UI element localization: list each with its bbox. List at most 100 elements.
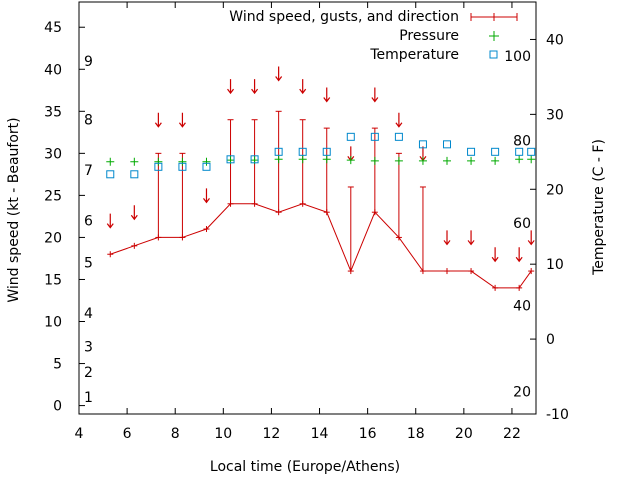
y2-tick-label: 10	[546, 257, 564, 273]
pressure-point	[527, 155, 536, 164]
wind-direction-arrow	[130, 205, 138, 221]
y2-tick-label: 30	[546, 107, 564, 123]
y-tick-label: 25	[44, 188, 62, 204]
wind-direction-arrow	[275, 66, 283, 82]
legend-label-temperature: Temperature	[369, 47, 459, 63]
y-tick-label: 10	[44, 315, 62, 331]
pressure-point	[467, 156, 476, 165]
wind-direction-arrow	[299, 79, 307, 95]
wind-direction-arrow	[491, 247, 499, 263]
x-tick-label: 22	[503, 426, 521, 442]
legend: Wind speed, gusts, and direction Pressur…	[229, 9, 518, 63]
x-tick-label: 16	[359, 426, 377, 442]
pressure-point	[322, 155, 331, 164]
beaufort-label: 2	[84, 365, 93, 381]
x-tick-label: 14	[311, 426, 329, 442]
y2-tick-label: 40	[546, 32, 564, 48]
y-tick-label: 40	[44, 62, 62, 78]
temperature-point	[467, 147, 476, 156]
y2-tick-label: 0	[546, 332, 555, 348]
temperature-point	[418, 140, 427, 149]
legend-label-wind: Wind speed, gusts, and direction	[229, 9, 459, 25]
wind-direction-arrow	[154, 112, 162, 128]
pressure-point	[394, 156, 403, 165]
fahrenheit-label: 100	[504, 49, 531, 65]
x-tick-label: 8	[171, 426, 180, 442]
temperature-point	[202, 162, 211, 171]
x-axis-label: Local time (Europe/Athens)	[210, 459, 400, 475]
wind-direction-arrow	[527, 230, 535, 246]
beaufort-label: 9	[84, 54, 93, 70]
temperature-point	[491, 147, 500, 156]
fahrenheit-label: 60	[513, 216, 531, 232]
temperature-point	[370, 132, 379, 141]
temperature-point	[515, 147, 524, 156]
pressure-point	[178, 157, 187, 166]
temperature-point	[250, 155, 259, 164]
legend-label-pressure: Pressure	[399, 28, 459, 44]
x-tick-label: 10	[214, 426, 232, 442]
temperature-point	[298, 147, 307, 156]
pressure-point	[491, 156, 500, 165]
pressure-point	[202, 157, 211, 166]
wind-speed-line	[110, 203, 532, 289]
x-tick-label: 4	[75, 426, 84, 442]
beaufort-label: 1	[84, 390, 93, 406]
wind-direction-arrow	[467, 230, 475, 246]
pressure-point	[130, 157, 139, 166]
pressure-point	[106, 157, 115, 166]
wind-direction-arrow	[251, 79, 259, 95]
temperature-point	[130, 170, 139, 179]
y-tick-label: 0	[53, 399, 62, 415]
y-tick-label: 30	[44, 146, 62, 162]
y-axis-label: Wind speed (kt - Beaufort)	[6, 117, 22, 302]
y-tick-label: 15	[44, 272, 62, 288]
y-tick-label: 35	[44, 104, 62, 120]
wind-direction-arrow	[395, 112, 403, 128]
wind-direction-arrow	[227, 79, 235, 95]
temperature-point	[274, 147, 283, 156]
y-tick-label: 5	[53, 357, 62, 373]
y2-tick-label: 20	[546, 182, 564, 198]
x-tick-label: 18	[407, 426, 425, 442]
beaufort-label: 6	[84, 214, 93, 230]
fahrenheit-label: 80	[513, 134, 531, 150]
pressure-point	[346, 156, 355, 165]
beaufort-label: 4	[84, 306, 93, 322]
wind-direction-arrow	[202, 188, 210, 204]
pressure-point	[298, 155, 307, 164]
x-tick-label: 6	[123, 426, 132, 442]
pressure-point	[274, 155, 283, 164]
wind-direction-arrow	[106, 213, 114, 229]
wind-direction-arrow	[323, 87, 331, 103]
wind-direction-arrow	[178, 112, 186, 128]
pressure-point	[515, 155, 524, 164]
legend-swatch-temperature	[489, 50, 498, 59]
x-tick-label: 12	[263, 426, 281, 442]
plot-frame	[78, 1, 537, 415]
y2-tick-label: -10	[546, 407, 569, 423]
temperature-point	[527, 147, 536, 156]
pressure-point	[370, 156, 379, 165]
pressure-point	[154, 157, 163, 166]
wind-direction-arrow	[515, 247, 523, 263]
y-tick-label: 45	[44, 20, 62, 36]
wind-direction-arrow	[371, 87, 379, 103]
temperature-point	[106, 170, 115, 179]
temperature-point	[394, 132, 403, 141]
beaufort-label: 8	[84, 113, 93, 129]
y2-axis-label: Temperature (C - F)	[591, 139, 607, 276]
temperature-point	[178, 162, 187, 171]
pressure-point	[443, 156, 452, 165]
fahrenheit-label: 20	[513, 385, 531, 401]
fahrenheit-label: 40	[513, 298, 531, 314]
wind-direction-arrow	[443, 230, 451, 246]
y-tick-label: 20	[44, 230, 62, 246]
x-tick-label: 20	[455, 426, 473, 442]
temperature-point	[443, 140, 452, 149]
beaufort-label: 7	[84, 163, 93, 179]
beaufort-label: 5	[84, 256, 93, 272]
temperature-point	[322, 147, 331, 156]
temperature-point	[346, 132, 355, 141]
